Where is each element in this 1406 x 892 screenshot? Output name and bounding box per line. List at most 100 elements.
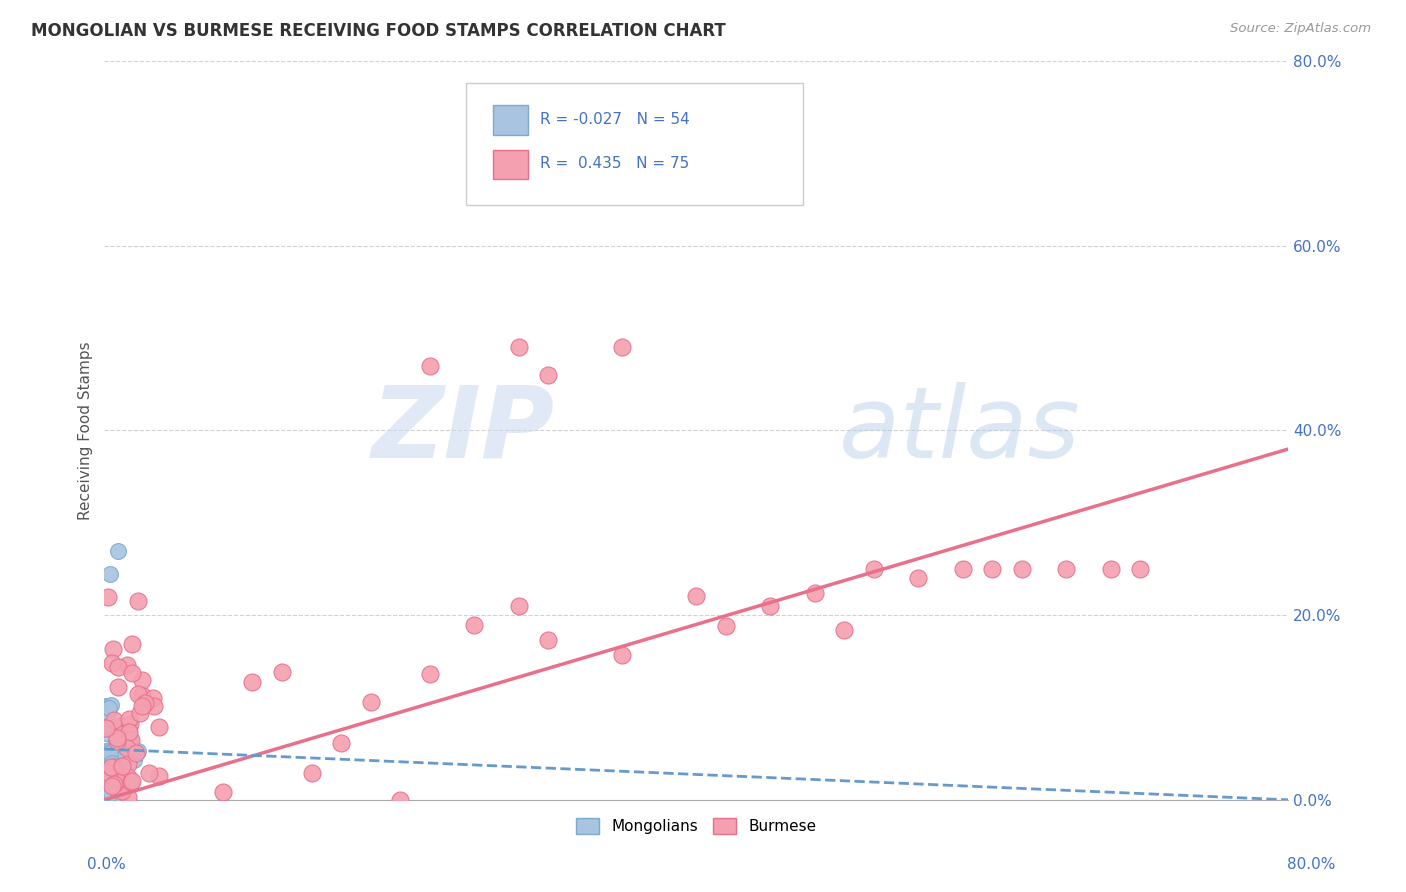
Point (98, 770, 121, 784)
Point (94, 699, 117, 714)
Point (127, 744, 149, 758)
Point (301, 765, 323, 780)
Point (834, 623, 856, 637)
Point (419, 667, 441, 681)
Point (981, 562, 1004, 576)
Point (98, 764, 121, 778)
Point (103, 777, 125, 791)
Point (105, 731, 128, 746)
Point (97, 706, 120, 720)
Point (131, 688, 153, 702)
Point (125, 747, 148, 761)
Point (360, 695, 382, 709)
Point (1129, 562, 1152, 576)
Point (110, 743, 132, 757)
Text: ZIP: ZIP (371, 382, 554, 479)
Point (97, 745, 120, 759)
Point (94, 789, 117, 803)
Point (98, 742, 121, 756)
Point (114, 737, 136, 751)
Text: MONGOLIAN VS BURMESE RECEIVING FOOD STAMPS CORRELATION CHART: MONGOLIAN VS BURMESE RECEIVING FOOD STAM… (31, 22, 725, 40)
Point (108, 720, 131, 734)
Point (952, 562, 974, 576)
Point (97, 753, 120, 767)
Point (107, 763, 129, 777)
Point (107, 680, 129, 694)
Point (103, 742, 125, 756)
Point (121, 665, 143, 680)
Point (131, 699, 153, 714)
Point (110, 759, 132, 773)
Point (907, 571, 929, 585)
Point (115, 658, 138, 673)
Point (96, 767, 118, 781)
Point (101, 756, 124, 770)
Point (508, 340, 530, 354)
Point (111, 784, 134, 798)
Point (612, 648, 634, 662)
Point (104, 720, 127, 734)
Text: R =  0.435   N = 75: R = 0.435 N = 75 (540, 156, 689, 171)
FancyBboxPatch shape (492, 150, 529, 179)
Point (96, 776, 118, 790)
Point (242, 675, 264, 690)
Point (100, 657, 122, 671)
Point (104, 781, 127, 796)
Point (118, 775, 141, 789)
FancyBboxPatch shape (465, 83, 803, 205)
Point (330, 736, 353, 750)
Point (121, 637, 143, 651)
Point (1011, 562, 1033, 576)
Point (96, 774, 118, 789)
Point (804, 586, 827, 600)
Point (120, 733, 142, 747)
Point (103, 713, 125, 727)
Point (122, 752, 145, 766)
Point (101, 779, 124, 793)
Point (97, 701, 120, 715)
Point (103, 759, 125, 773)
Point (1099, 562, 1122, 576)
Point (104, 726, 127, 740)
Point (118, 722, 141, 736)
Point (96, 744, 118, 758)
Point (94, 771, 117, 785)
Point (110, 718, 132, 732)
Point (143, 699, 166, 714)
Point (271, 665, 294, 679)
Point (118, 717, 141, 731)
Point (100, 786, 122, 800)
Point (120, 775, 142, 789)
Point (98, 566, 121, 581)
Point (98, 746, 121, 760)
Legend: Mongolians, Burmese: Mongolians, Burmese (569, 812, 823, 840)
Point (94, 720, 117, 734)
Point (117, 712, 139, 726)
Point (94, 725, 117, 739)
Point (108, 773, 131, 788)
Point (148, 720, 170, 734)
Point (98, 786, 121, 800)
Point (612, 340, 634, 354)
Point (94, 767, 117, 781)
Point (127, 593, 149, 607)
Point (863, 562, 886, 576)
Point (120, 733, 142, 747)
Point (211, 785, 233, 799)
Y-axis label: Receiving Food Stamps: Receiving Food Stamps (79, 341, 93, 520)
Point (101, 780, 124, 794)
Text: R = -0.027   N = 54: R = -0.027 N = 54 (540, 112, 690, 127)
Point (107, 734, 129, 748)
Point (100, 698, 122, 713)
Text: 0.0%: 0.0% (87, 857, 127, 872)
Text: Source: ZipAtlas.com: Source: ZipAtlas.com (1230, 22, 1371, 36)
Point (118, 719, 141, 733)
Point (96, 722, 118, 736)
Point (759, 599, 782, 614)
Point (111, 766, 134, 780)
Point (714, 619, 737, 633)
Point (148, 768, 170, 782)
Point (97, 766, 120, 780)
Point (118, 775, 141, 789)
Point (1054, 562, 1077, 576)
